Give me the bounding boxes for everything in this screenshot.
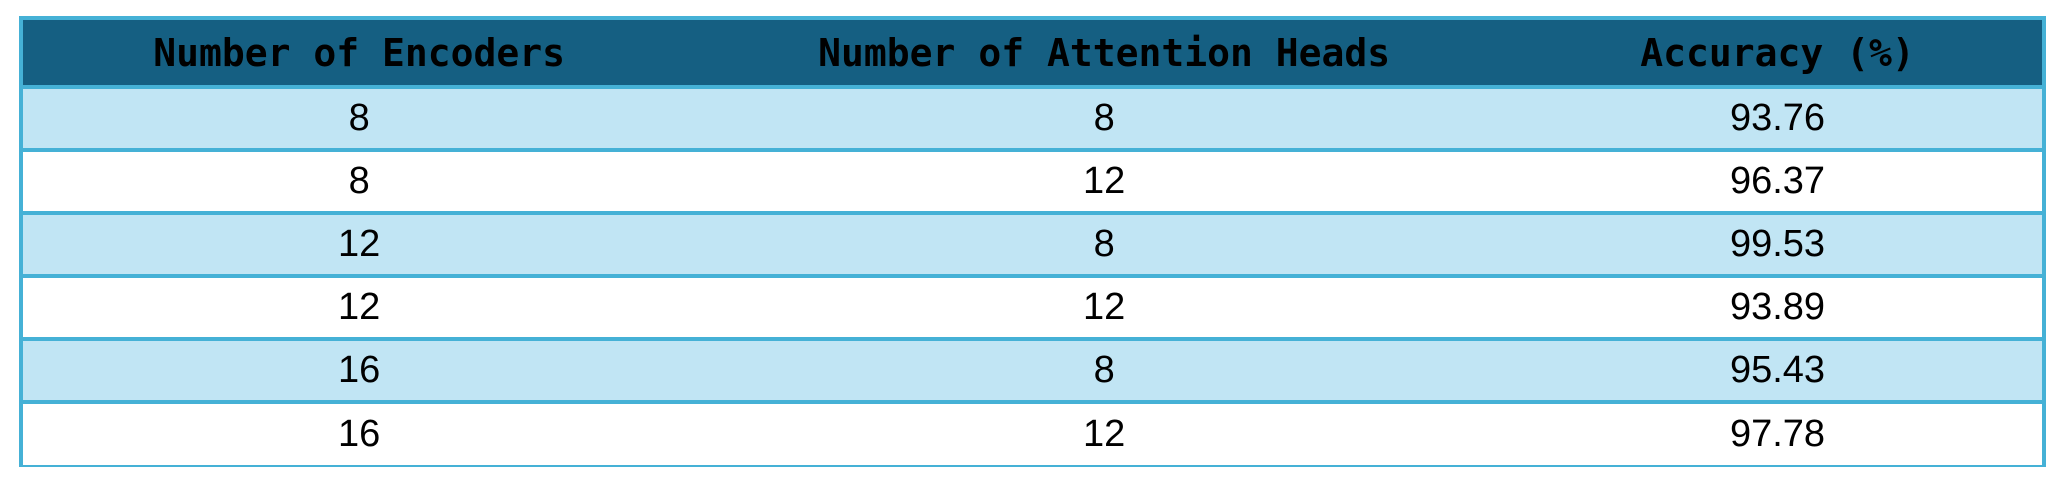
cell-encoders: 16 — [23, 400, 696, 465]
cell-attention-heads: 8 — [695, 211, 1513, 276]
table-row: 12 12 93.89 — [23, 274, 2042, 339]
cell-accuracy: 96.37 — [1513, 148, 2042, 213]
cell-encoders: 16 — [23, 337, 696, 402]
cell-accuracy: 93.89 — [1513, 274, 2042, 339]
header-attention-heads: Number of Attention Heads — [695, 20, 1513, 89]
cell-encoders: 8 — [348, 97, 370, 139]
table-body: 8 8 93.76 8 12 96.37 12 8 99.53 12 12 93… — [23, 87, 2042, 465]
header-row: Number of Encoders Number of Attention H… — [23, 20, 2042, 89]
cell-attention-heads: 8 — [695, 337, 1513, 402]
table-header: Number of Encoders Number of Attention H… — [23, 20, 2042, 89]
results-table-container: Number of Encoders Number of Attention H… — [19, 16, 2046, 467]
header-accuracy: Accuracy (%) — [1513, 20, 2042, 89]
cell-accuracy: 93.76 — [1729, 97, 1826, 139]
results-table: Number of Encoders Number of Attention H… — [23, 20, 2042, 465]
cell-accuracy: 95.43 — [1513, 337, 2042, 402]
table-row: 16 8 95.43 — [23, 337, 2042, 402]
table-row: 8 12 96.37 — [23, 148, 2042, 213]
header-encoders: Number of Encoders — [23, 20, 696, 89]
table-row: 12 8 99.53 — [23, 211, 2042, 276]
cell-encoders: 12 — [23, 211, 696, 276]
cell-accuracy: 97.78 — [1513, 400, 2042, 465]
cell-accuracy: 99.53 — [1513, 211, 2042, 276]
table-row: 8 8 93.76 — [23, 87, 2042, 150]
table-row: 16 12 97.78 — [23, 400, 2042, 465]
cell-attention-heads: 8 — [1093, 97, 1115, 139]
cell-encoders: 12 — [23, 274, 696, 339]
cell-attention-heads: 12 — [695, 274, 1513, 339]
cell-attention-heads: 12 — [695, 148, 1513, 213]
cell-encoders: 8 — [23, 148, 696, 213]
cell-attention-heads: 12 — [695, 400, 1513, 465]
